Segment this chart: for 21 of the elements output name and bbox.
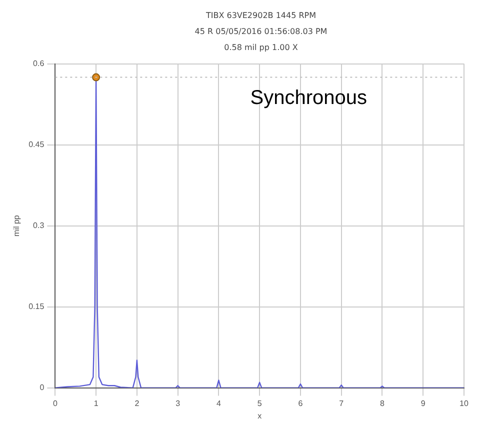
x-tick-label: 4 (216, 398, 222, 408)
y-tick-label: 0 (40, 383, 45, 392)
x-tick-label: 10 (460, 398, 469, 408)
x-tick-label: 7 (339, 398, 344, 408)
chart-title: TIBX 63VE2902B 1445 RPM (204, 10, 318, 22)
y-tick-label: 0.6 (33, 59, 45, 68)
x-tick-label: 6 (298, 398, 304, 408)
y-tick-label: 0.3 (33, 221, 45, 230)
x-tick-label: 9 (420, 398, 426, 408)
y-axis-title: mil pp (12, 214, 22, 236)
y-tick-label: 0.15 (28, 302, 45, 312)
x-tick-label: 5 (257, 398, 262, 408)
x-tick-label: 2 (134, 398, 140, 408)
x-tick-label: 3 (176, 398, 181, 408)
x-tick-label: 8 (380, 398, 386, 408)
x-tick-label: 0 (52, 398, 58, 408)
y-tick-label: 0.45 (28, 140, 45, 150)
chart-subtitle: 45 R 05/05/2016 01:56:08.03 PM 0.58 mil pp 1.00 X (194, 26, 328, 54)
x-tick-label: 1 (94, 398, 99, 408)
annotation: Synchronous (250, 86, 368, 109)
x-axis-title: x (258, 411, 262, 420)
